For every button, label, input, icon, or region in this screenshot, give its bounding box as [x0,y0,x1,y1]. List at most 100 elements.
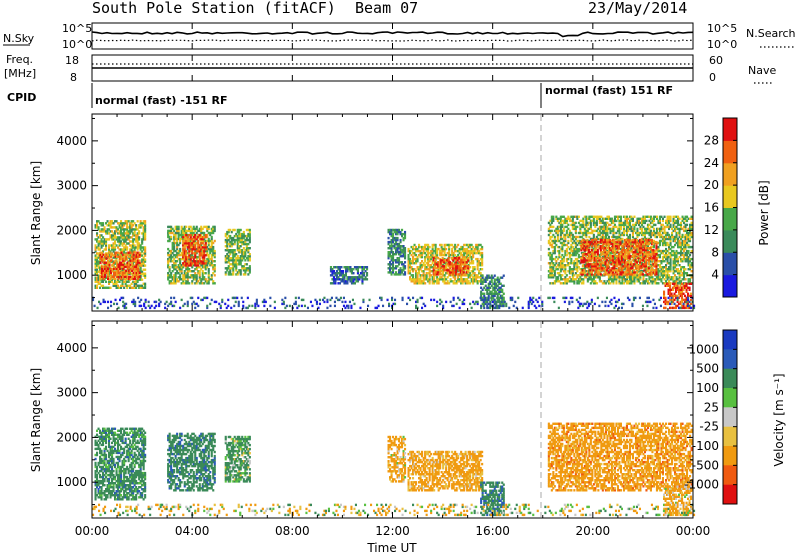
echo-cell [441,259,444,262]
echo-cell [224,238,227,242]
echo-cell [637,217,640,220]
echo-cell [619,282,622,285]
echo-cell [182,274,185,277]
echo-cell [349,280,352,283]
echo-cell [236,247,239,250]
echo-cell [168,268,171,271]
echo-cell [200,268,203,271]
echo-cell [458,251,461,255]
echo-cell [600,225,603,229]
echo-cell [603,282,606,285]
echo-cell [556,217,559,220]
echo-cell [359,266,362,269]
echo-cell [97,256,100,259]
echo-cell [598,225,601,229]
echo-cell [462,261,465,264]
echo-cell [567,245,570,249]
echo-cell [453,257,456,260]
echo-cell [186,229,189,233]
echo-cell [168,274,171,277]
echo-cell [206,253,209,257]
echo-cell [567,217,570,220]
freq-right-tick-bottom: 0 [709,71,716,84]
echo-cell [206,257,209,261]
echo-cell [549,262,552,265]
echo-cell [103,264,106,267]
echo-cell [245,267,248,270]
echo-cell [358,278,361,281]
echo-cell [573,239,576,243]
echo-cell [492,292,495,295]
echo-cell [117,251,120,254]
echo-cell [108,251,111,254]
echo-cell [671,235,674,239]
echo-cell [630,227,633,231]
echo-cell [628,223,631,227]
echo-cell [191,282,194,285]
echo-cell [134,265,137,268]
echo-cell [192,252,195,255]
echo-cell [669,262,672,265]
echo-cell [627,223,630,227]
echo-cell [425,255,428,259]
echo-cell [636,219,639,223]
echo-cell [396,247,399,250]
echo-cell [431,247,434,251]
echo-cell [555,217,558,220]
echo-cell [553,264,556,267]
echo-cell [210,257,213,261]
echo-cell [197,240,200,243]
echo-cell [97,244,100,247]
echo-cell [185,240,188,243]
echo-cell [192,240,195,243]
echo-cell [631,280,634,283]
echo-cell [176,245,179,249]
echo-cell [469,274,472,277]
echo-cell [478,264,481,267]
echo-cell [387,228,390,232]
echo-cell [442,278,445,281]
echo-cell [171,255,174,259]
echo-cell [598,215,601,218]
echo-cell [138,232,141,235]
echo-cell [430,255,433,259]
echo-cell [141,242,144,245]
echo-cell [606,215,609,218]
echo-cell [197,262,200,265]
echo-cell [398,251,401,254]
echo-cell [464,249,467,253]
echo-cell [142,256,145,259]
echo-cell [198,258,201,261]
echo-cell [591,215,594,218]
echo-cell [657,264,660,267]
echo-cell [338,272,341,275]
echo-cell [101,273,104,276]
echo-cell [104,271,107,274]
echo-cell [244,253,247,256]
echo-cell [137,271,140,274]
echo-cell [458,265,461,268]
echo-cell [613,215,616,218]
echo-cell [105,238,108,241]
echo-cell [480,278,483,281]
echo-cell [126,226,129,229]
echo-cell [96,238,99,241]
echo-cell [122,253,125,256]
echo-cell [552,241,555,245]
echo-cell [634,223,637,227]
echo-cell [646,227,649,231]
echo-cell [130,282,133,285]
echo-cell [660,225,663,229]
echo-cell [97,220,100,223]
echo-cell [120,255,123,258]
echo-cell [562,239,565,243]
echo-cell [613,223,616,227]
echo-cell [245,247,248,250]
echo-cell [102,280,105,283]
echo-cell [561,241,564,245]
echo-cell [636,233,639,237]
echo-cell [120,228,123,231]
echo-cell [242,234,245,238]
echo-cell [454,278,457,281]
echo-cell [628,282,631,285]
